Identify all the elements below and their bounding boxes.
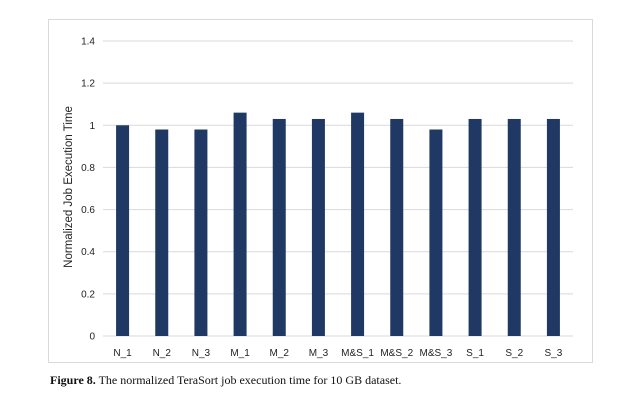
x-tick-label: N_3 xyxy=(192,348,211,359)
x-tick-label: M&S_3 xyxy=(420,348,453,359)
bar xyxy=(272,118,286,336)
figure-caption: Figure 8. The normalized TeraSort job ex… xyxy=(50,373,610,388)
y-tick-label: 1.2 xyxy=(81,79,95,90)
bar xyxy=(116,125,130,337)
bars xyxy=(116,112,560,337)
x-tick-label: M_2 xyxy=(270,348,290,359)
x-tick-label: S_1 xyxy=(466,348,484,359)
bar xyxy=(155,129,169,336)
y-tick-label: 1 xyxy=(89,121,95,132)
bar xyxy=(390,118,404,336)
y-axis-label: Normalized Job Execution Time xyxy=(63,106,75,268)
bar xyxy=(468,118,482,336)
x-tick-label: M&S_2 xyxy=(380,348,413,359)
x-tick-label: M&S_1 xyxy=(341,348,374,359)
x-tick-label: M_3 xyxy=(309,348,329,359)
bar xyxy=(233,112,247,337)
figure-label: Figure 8. xyxy=(50,373,96,387)
bar xyxy=(429,129,443,336)
y-tick-label: 0.2 xyxy=(81,289,95,300)
bar xyxy=(311,118,325,336)
bar xyxy=(507,118,521,336)
x-tick-label: S_2 xyxy=(505,348,523,359)
gridlines xyxy=(103,40,573,337)
caption-text: The normalized TeraSort job execution ti… xyxy=(95,373,402,387)
x-tick-labels: N_1 N_2 N_3 M_1 M_2 M_3 M&S_1 M&S_2 M&S_3 S_1 S_2 S… xyxy=(113,348,562,359)
x-tick-label: M_1 xyxy=(230,348,250,359)
bar xyxy=(351,112,365,337)
y-tick-label: 1.4 xyxy=(81,37,95,48)
x-tick-label: N_2 xyxy=(153,348,172,359)
bar xyxy=(546,118,560,336)
bar xyxy=(194,129,208,336)
y-tick-labels: 0 0.2 0.4 0.6 0.8 1 1.2 1.4 xyxy=(81,37,95,343)
x-tick-label: S_3 xyxy=(545,348,563,359)
y-tick-label: 0 xyxy=(89,332,95,343)
x-tick-label: N_1 xyxy=(113,348,132,359)
y-tick-label: 0.8 xyxy=(81,163,95,174)
y-tick-label: 0.4 xyxy=(81,247,95,258)
y-tick-label: 0.6 xyxy=(81,205,95,216)
